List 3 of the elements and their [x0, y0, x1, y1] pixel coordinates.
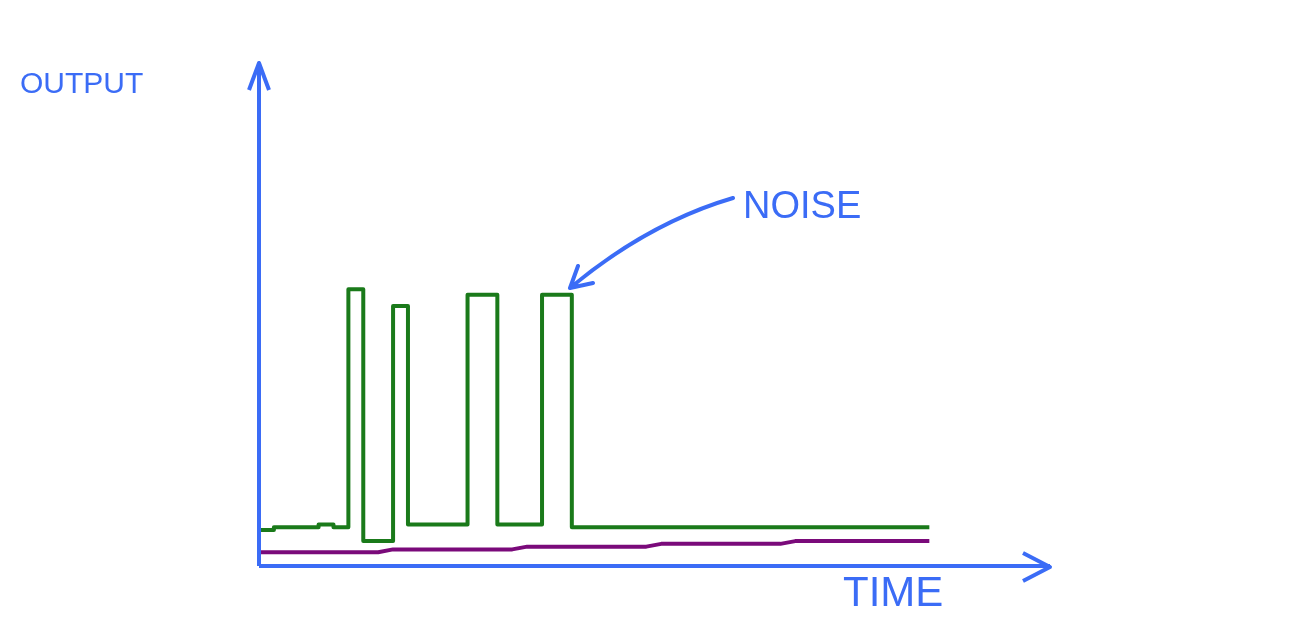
text: NOISE — [743, 184, 862, 227]
x-axis-title: TIME — [843, 568, 944, 616]
text: OUTPUT — [20, 66, 144, 100]
